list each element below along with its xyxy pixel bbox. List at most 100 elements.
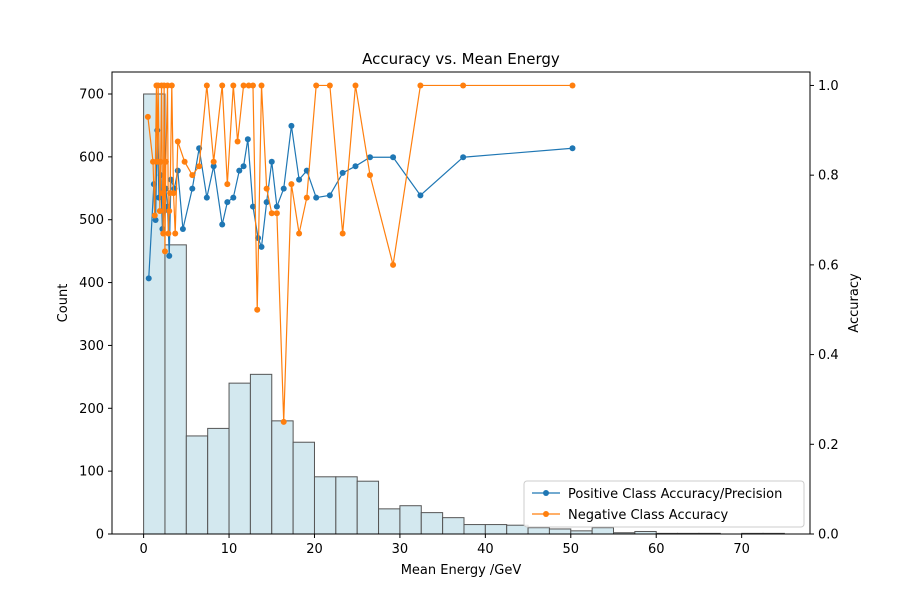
series-point-1 bbox=[165, 230, 172, 237]
histogram-bar bbox=[207, 427, 230, 535]
histogram-bar bbox=[228, 382, 251, 535]
series-point-0 bbox=[303, 167, 310, 174]
series-point-1 bbox=[254, 306, 261, 313]
series-point-1 bbox=[263, 185, 270, 192]
series-point-0 bbox=[417, 192, 424, 199]
histogram-bar bbox=[356, 480, 380, 535]
x-tick-label: 0 bbox=[139, 542, 147, 557]
series-point-0 bbox=[230, 194, 237, 201]
series-point-0 bbox=[224, 199, 231, 206]
series-point-0 bbox=[273, 203, 280, 210]
series-point-1 bbox=[339, 230, 346, 237]
series-point-0 bbox=[460, 154, 467, 161]
series-point-0 bbox=[352, 163, 359, 170]
x-tick-label: 50 bbox=[563, 542, 580, 557]
series-point-0 bbox=[159, 225, 166, 232]
series-point-1 bbox=[196, 163, 203, 170]
series-point-0 bbox=[244, 136, 251, 143]
series-line-1 bbox=[147, 84, 573, 422]
series-point-0 bbox=[189, 185, 196, 192]
x-tick-label: 30 bbox=[392, 542, 409, 557]
series-point-1 bbox=[460, 82, 467, 89]
series-point-0 bbox=[166, 252, 173, 259]
y-right-tick-label: 0.0 bbox=[818, 528, 839, 543]
histogram-bar bbox=[185, 435, 209, 535]
series-point-1 bbox=[245, 82, 252, 89]
series-point-1 bbox=[569, 82, 576, 89]
series-point-0 bbox=[296, 176, 303, 183]
series-point-1 bbox=[390, 261, 397, 268]
y-left-tick-label: 600 bbox=[79, 150, 104, 165]
series-point-0 bbox=[179, 225, 186, 232]
series-point-1 bbox=[150, 158, 157, 165]
legend-box bbox=[523, 480, 805, 528]
y-axis-left: 0 100 200 300 400 500 600 700 bbox=[79, 88, 112, 543]
series-point-1 bbox=[151, 212, 158, 219]
series-point-1 bbox=[159, 190, 166, 197]
series-point-1 bbox=[157, 158, 164, 165]
series-point-0 bbox=[569, 145, 576, 152]
series-point-0 bbox=[313, 194, 320, 201]
series-point-0 bbox=[390, 154, 397, 161]
series-point-1 bbox=[273, 210, 280, 217]
histogram-bar bbox=[335, 476, 358, 535]
series-point-0 bbox=[145, 275, 152, 282]
histogram-bar bbox=[313, 476, 337, 535]
histogram-bar bbox=[399, 505, 422, 535]
series-point-0 bbox=[280, 185, 287, 192]
series-point-0 bbox=[258, 243, 265, 250]
y-left-tick-label: 300 bbox=[79, 339, 104, 354]
y-axis-left-label: Count bbox=[56, 284, 71, 323]
x-axis-label: Mean Energy /GeV bbox=[401, 563, 522, 578]
histogram-bars bbox=[143, 93, 785, 535]
series-point-0 bbox=[210, 163, 217, 170]
y-right-tick-label: 0.6 bbox=[818, 258, 839, 273]
histogram-bar bbox=[420, 512, 444, 535]
plot-frame bbox=[111, 71, 811, 535]
histogram-bar bbox=[292, 441, 315, 535]
histogram-bar bbox=[591, 527, 615, 535]
series-point-0 bbox=[367, 154, 374, 161]
x-axis: 0 10 20 30 40 50 60 70 bbox=[139, 534, 750, 557]
series-point-1 bbox=[174, 138, 181, 145]
series-point-1 bbox=[296, 230, 303, 237]
series-point-1 bbox=[258, 82, 265, 89]
y-left-tick-label: 200 bbox=[79, 402, 104, 417]
series-lines bbox=[144, 82, 576, 425]
series-point-1 bbox=[156, 208, 163, 215]
x-tick-label: 40 bbox=[477, 542, 494, 557]
series-point-0 bbox=[268, 158, 275, 165]
y-right-tick-label: 0.2 bbox=[818, 438, 839, 453]
series-point-1 bbox=[367, 172, 374, 179]
series-point-1 bbox=[224, 181, 231, 188]
series-point-1 bbox=[234, 138, 241, 145]
series-point-1 bbox=[303, 194, 310, 201]
x-tick-label: 10 bbox=[221, 542, 238, 557]
histogram-bar bbox=[484, 524, 508, 535]
histogram-bar bbox=[463, 524, 486, 535]
legend-marker-negative bbox=[543, 511, 549, 517]
histogram-bar bbox=[271, 420, 294, 535]
series-point-0 bbox=[152, 217, 159, 224]
series-point-1 bbox=[162, 158, 169, 165]
chart-title: Accuracy vs. Mean Energy bbox=[362, 50, 560, 68]
histogram-bar bbox=[378, 508, 401, 535]
series-point-0 bbox=[288, 122, 295, 129]
histogram-bar bbox=[548, 528, 572, 535]
series-point-0 bbox=[249, 203, 256, 210]
series-point-1 bbox=[288, 181, 295, 188]
series-point-1 bbox=[210, 158, 217, 165]
series-point-0 bbox=[219, 221, 226, 228]
series-point-1 bbox=[219, 82, 226, 89]
y-left-tick-label: 100 bbox=[79, 465, 104, 480]
x-tick-label: 70 bbox=[733, 542, 750, 557]
series-point-0 bbox=[236, 167, 243, 174]
series-point-1 bbox=[240, 82, 247, 89]
series-point-0 bbox=[326, 192, 333, 199]
series-point-0 bbox=[339, 169, 346, 176]
legend: Positive Class Accuracy/Precision Negati… bbox=[523, 480, 805, 528]
series-point-1 bbox=[249, 82, 256, 89]
y-left-tick-label: 500 bbox=[79, 213, 104, 228]
legend-marker-positive bbox=[543, 490, 549, 496]
